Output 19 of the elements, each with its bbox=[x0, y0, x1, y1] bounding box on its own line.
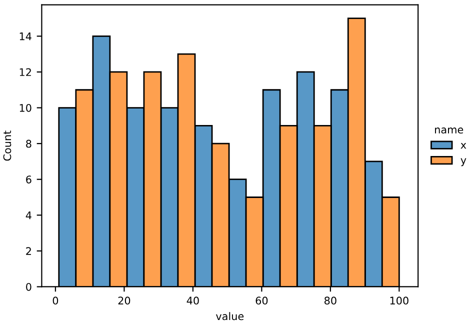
legend-label: y bbox=[460, 158, 466, 166]
y-tick-label: 6 bbox=[26, 176, 32, 184]
x-tick-label: 40 bbox=[186, 296, 199, 305]
x-tick-label: 100 bbox=[390, 296, 408, 305]
x-tick-label: 20 bbox=[118, 296, 130, 305]
y-axis-title: Count bbox=[3, 130, 12, 161]
y-tick-label: 0 bbox=[26, 282, 32, 291]
legend-title: name bbox=[435, 128, 464, 134]
x-axis-title: value bbox=[216, 312, 244, 320]
y-tick-label: 8 bbox=[26, 140, 32, 148]
x-tick-label: 80 bbox=[324, 296, 336, 305]
legend-label: x bbox=[460, 142, 466, 149]
y-tick-label: 10 bbox=[20, 104, 32, 112]
y-tick-label: 14 bbox=[20, 32, 32, 40]
x-tick-label: 0 bbox=[52, 296, 58, 305]
y-tick-label: 4 bbox=[26, 212, 32, 220]
y-tick-label: 12 bbox=[20, 68, 31, 76]
x-tick-label: 60 bbox=[256, 296, 268, 305]
y-tick-label: 2 bbox=[26, 247, 31, 255]
